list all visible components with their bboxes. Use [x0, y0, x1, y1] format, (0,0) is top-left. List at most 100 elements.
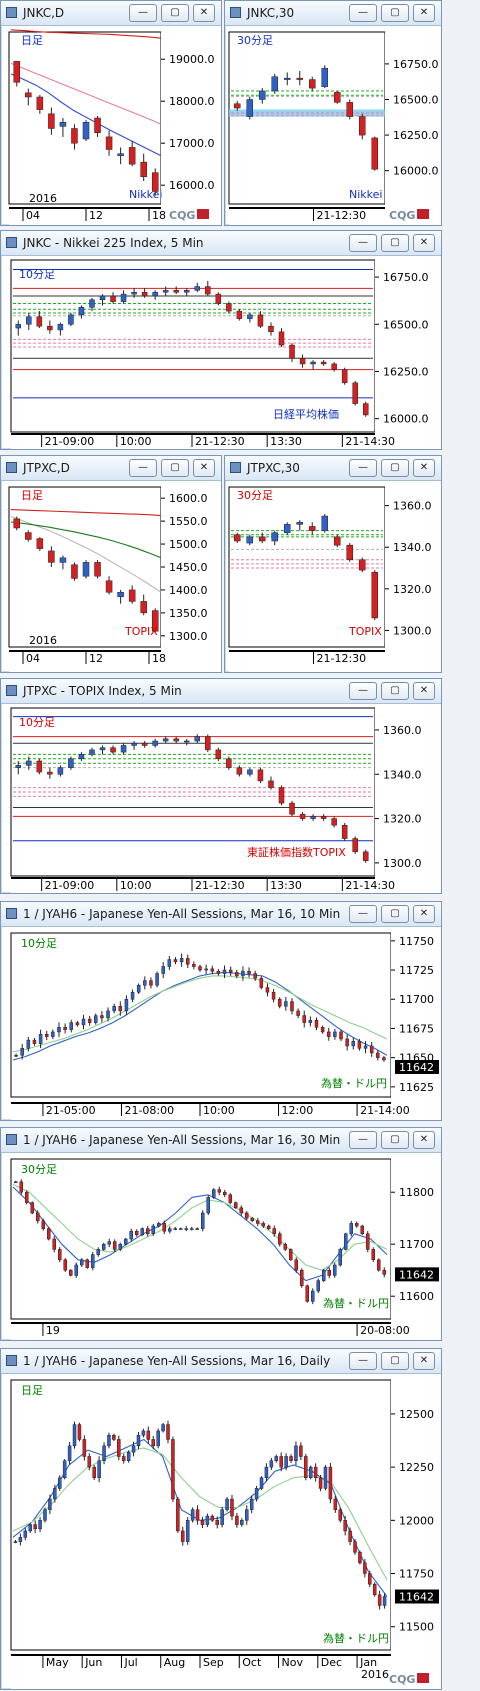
x-tick-label: 04 [26, 209, 40, 222]
chart-jyah6-10min[interactable]: 1175011725117001167511650116251164221-05… [1, 927, 441, 1120]
minimize-button[interactable]: — [349, 905, 377, 923]
chart-window-jyah6-30min: 1 / JYAH6 - Japanese Yen-All Sessions, M… [0, 1127, 442, 1341]
close-button[interactable]: ✕ [193, 459, 215, 477]
candle-body [310, 816, 316, 819]
series-label: TOPIX [348, 625, 382, 638]
title-bar[interactable]: 1 / JYAH6 - Japanese Yen-All Sessions, M… [1, 1128, 441, 1153]
y-tick-label: 12500 [399, 1408, 434, 1421]
candle-body [299, 358, 306, 365]
minimize-button[interactable]: — [349, 234, 377, 252]
y-tick-label: 16500.0 [383, 318, 429, 331]
candle-body [215, 1520, 219, 1525]
chart-jnkc-30min[interactable]: 16750.0 16500.0 16250.0 16000.0 21-12:30 30分足… [225, 26, 441, 225]
minimize-button[interactable]: — [349, 1352, 377, 1370]
close-button[interactable]: ✕ [193, 4, 215, 22]
minimize-button[interactable]: — [129, 4, 157, 22]
minimize-button[interactable]: — [349, 4, 377, 22]
chart-window-jtpxc-daily: JTPXC,D — ▢ ✕ 1600.0 1550.0 1500.0 1450.0 1400… [0, 455, 222, 673]
title-bar[interactable]: JTPXC,30 — ▢ ✕ [225, 456, 441, 481]
chart-jnkc-daily[interactable]: 19000.0 18000.0 17000.0 16000.0 04 12 18 日足 Nikk… [1, 26, 221, 225]
chart-jtpxc-daily[interactable]: 1600.0 1550.0 1500.0 1450.0 1400.0 1350.0 1300… [1, 481, 221, 672]
candle-body [118, 1005, 123, 1012]
chart-jyah6-daily[interactable]: 12500 12250 12000 11750 11500 11642 May Jun Jul A… [1, 1374, 441, 1689]
close-button[interactable]: ✕ [413, 459, 435, 477]
chart-nikkei-5min[interactable]: 16750.0 16500.0 16250.0 16000.0 21-09:00 10:0… [1, 256, 441, 449]
close-button[interactable]: ✕ [413, 4, 435, 22]
restore-button[interactable]: ▢ [381, 459, 409, 477]
candle-body [343, 1520, 347, 1532]
candle-body [284, 524, 291, 533]
candle-body [290, 1001, 294, 1012]
restore-button[interactable]: ▢ [381, 905, 409, 923]
candle-body [140, 161, 147, 178]
restore-button[interactable]: ▢ [381, 1352, 409, 1370]
close-button[interactable]: ✕ [413, 905, 435, 923]
title-bar[interactable]: JTPXC - TOPIX Index, 5 Min — ▢ ✕ [1, 679, 441, 704]
minimize-button[interactable]: — [349, 682, 377, 700]
candle-body [259, 1477, 264, 1489]
last-price-label: 11642 [399, 1268, 434, 1281]
x-tick-label: 18 [152, 652, 166, 665]
chart-topix-5min[interactable]: 1360.0 1340.0 1320.0 1300.0 21-09:00 10:00 21-… [1, 704, 441, 893]
candle-body [63, 1027, 67, 1030]
candle-body [53, 1488, 57, 1500]
restore-button[interactable]: ▢ [161, 459, 189, 477]
candle-body [62, 1460, 67, 1479]
window-icon [6, 685, 17, 696]
minimize-button[interactable]: — [349, 459, 377, 477]
close-button[interactable]: ✕ [413, 1352, 435, 1370]
window-title: 1 / JYAH6 - Japanese Yen-All Sessions, M… [23, 907, 341, 921]
candle-body [259, 977, 264, 988]
candle-body [173, 738, 179, 742]
candle-body [47, 325, 53, 331]
x-axis-panel [229, 650, 385, 672]
candle-body [331, 363, 337, 370]
candle-body [44, 1034, 49, 1037]
title-bar[interactable]: JNKC,30 — ▢ ✕ [225, 1, 441, 26]
chart-jtpxc-30min[interactable]: 1360.0 1340.0 1320.0 1300.0 21-12:30 30分足 TOPI… [225, 481, 441, 672]
x-tick-label: 12 [89, 209, 103, 222]
candle-body [234, 103, 241, 109]
y-tick-label: 16250.0 [383, 365, 429, 378]
y-tick-label: 18000.0 [169, 95, 215, 108]
candle-body [228, 1194, 232, 1203]
title-bar[interactable]: 1 / JYAH6 - Japanese Yen-All Sessions, M… [1, 902, 441, 927]
last-price-box [395, 1059, 439, 1074]
candle-body [155, 973, 159, 986]
restore-button[interactable]: ▢ [381, 234, 409, 252]
title-bar[interactable]: JNKC - Nikkei 225 Index, 5 Min — ▢ ✕ [1, 231, 441, 256]
candle-body [304, 1456, 308, 1479]
candle-body [36, 316, 43, 327]
restore-button[interactable]: ▢ [161, 4, 189, 22]
last-price-label: 11642 [399, 1061, 434, 1074]
candle-body [200, 1520, 205, 1525]
x-tick-label: Jun [84, 1656, 102, 1669]
y-tick-label: 11700 [399, 993, 434, 1006]
candle-body [320, 1027, 325, 1033]
close-button[interactable]: ✕ [413, 1131, 435, 1149]
year-label: 2016 [29, 634, 57, 647]
y-axis-panel [161, 481, 221, 672]
restore-button[interactable]: ▢ [381, 682, 409, 700]
candle-body [185, 958, 190, 965]
candle-body [152, 291, 158, 297]
close-button[interactable]: ✕ [413, 682, 435, 700]
restore-button[interactable]: ▢ [381, 1131, 409, 1149]
candle-body [131, 742, 137, 746]
title-bar[interactable]: 1 / JYAH6 - Japanese Yen-All Sessions, M… [1, 1349, 441, 1374]
title-bar[interactable]: JTPXC,D — ▢ ✕ [1, 456, 221, 481]
candle-body [228, 969, 233, 973]
candle-body [74, 1264, 78, 1276]
minimize-button[interactable]: — [129, 459, 157, 477]
close-button[interactable]: ✕ [413, 234, 435, 252]
candle-body [162, 290, 169, 293]
timeframe-label: 30分足 [21, 1163, 57, 1176]
candle-body [57, 767, 64, 775]
candle-body [71, 128, 78, 144]
window-icon [6, 1134, 17, 1145]
title-bar[interactable]: JNKC,D — ▢ ✕ [1, 1, 221, 26]
candle-body [124, 1238, 128, 1245]
minimize-button[interactable]: — [349, 1131, 377, 1149]
restore-button[interactable]: ▢ [381, 4, 409, 22]
